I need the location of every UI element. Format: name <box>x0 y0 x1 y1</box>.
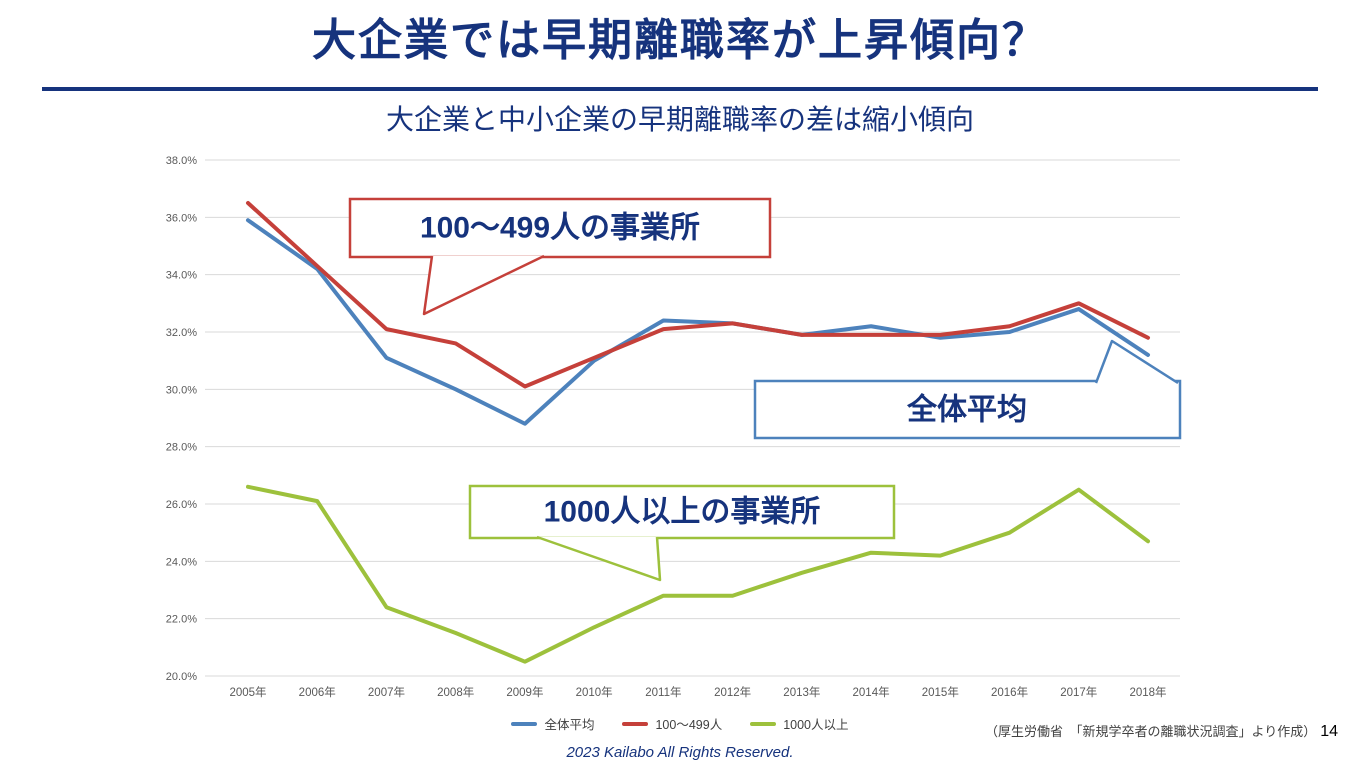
y-axis-tick-label: 22.0% <box>166 614 197 626</box>
legend-label-mid-size: 100〜499人 <box>655 718 723 732</box>
callout-mid-size-box <box>348 197 772 259</box>
legend-marker-large <box>750 721 777 726</box>
x-axis-tick-label: 2014年 <box>853 685 890 699</box>
y-axis-tick-label: 26.0% <box>166 499 197 511</box>
x-axis-tick-label: 2015年 <box>922 685 959 699</box>
y-axis-tick-label: 30.0% <box>166 384 197 396</box>
callout-mid-size: 100〜499人の事業所 <box>348 197 772 316</box>
series-line-overall <box>246 218 1150 426</box>
legend-item-large: 1000人以上 <box>750 714 849 733</box>
x-axis-tick-label: 2007年 <box>368 685 405 699</box>
callout-overall-box <box>753 379 1182 440</box>
y-axis-tick-label: 32.0% <box>166 327 197 339</box>
copyright: 2023 Kailabo All Rights Reserved. <box>566 744 794 761</box>
legend-marker-mid-size <box>622 721 649 726</box>
legend-item-overall: 全体平均 <box>511 714 594 733</box>
page-number: 14 <box>1320 723 1338 740</box>
y-axis-tick-label: 28.0% <box>166 442 197 454</box>
series-line-large <box>246 484 1150 664</box>
x-axis-tick-label: 2018年 <box>1129 685 1166 699</box>
x-axis-tick-label: 2012年 <box>714 685 751 699</box>
x-axis-tick-label: 2011年 <box>645 685 681 699</box>
callout-mid-size-pointer <box>422 254 545 316</box>
legend-label-large: 1000人以上 <box>783 718 849 732</box>
legend-item-mid-size: 100〜499人 <box>622 714 722 733</box>
y-axis-tick-label: 38.0% <box>166 155 197 167</box>
y-axis-tick-label: 36.0% <box>166 212 197 224</box>
x-axis-tick-label: 2009年 <box>506 685 543 699</box>
x-axis-tick-label: 2016年 <box>991 685 1028 699</box>
callout-overall-pointer <box>1094 339 1179 385</box>
source-text: （厚生労働省 「新規学卒者の離職状況調査」より作成） <box>984 724 1317 739</box>
x-axis-tick-label: 2005年 <box>229 685 266 699</box>
y-axis-tick-label: 34.0% <box>166 270 197 282</box>
slide-subtitle: 大企業と中小企業の早期離職率の差は縮小傾向 <box>385 104 974 135</box>
callout-large-box <box>468 484 896 540</box>
callout-mid-size-label: 100〜499人の事業所 <box>420 212 700 245</box>
x-axis-tick-label: 2010年 <box>576 685 613 699</box>
y-axis-tick-label: 20.0% <box>166 671 197 683</box>
callout-overall: 全体平均 <box>753 339 1182 440</box>
series-line-mid-size <box>246 201 1150 389</box>
callout-overall-label: 全体平均 <box>906 393 1027 427</box>
callout-large-pointer <box>536 535 662 582</box>
x-axis-tick-label: 2017年 <box>1060 685 1097 699</box>
source-note: （厚生労働省 「新規学卒者の離職状況調査」より作成） 14 <box>985 721 1338 741</box>
slide-title: 大企業では早期離職率が上昇傾向？ <box>312 16 1048 65</box>
chart-legend: 全体平均 100〜499人 1000人以上 <box>0 714 1360 733</box>
legend-label-overall: 全体平均 <box>544 718 595 732</box>
title-divider <box>42 87 1318 91</box>
callout-large: 1000人以上の事業所 <box>468 484 896 582</box>
x-axis-tick-label: 2013年 <box>783 685 820 699</box>
y-axis-tick-label: 24.0% <box>166 556 197 568</box>
legend-marker-overall <box>511 721 538 726</box>
x-axis-tick-label: 2008年 <box>437 685 474 699</box>
x-axis-tick-label: 2006年 <box>299 685 336 699</box>
callout-large-label: 1000人以上の事業所 <box>544 496 821 529</box>
